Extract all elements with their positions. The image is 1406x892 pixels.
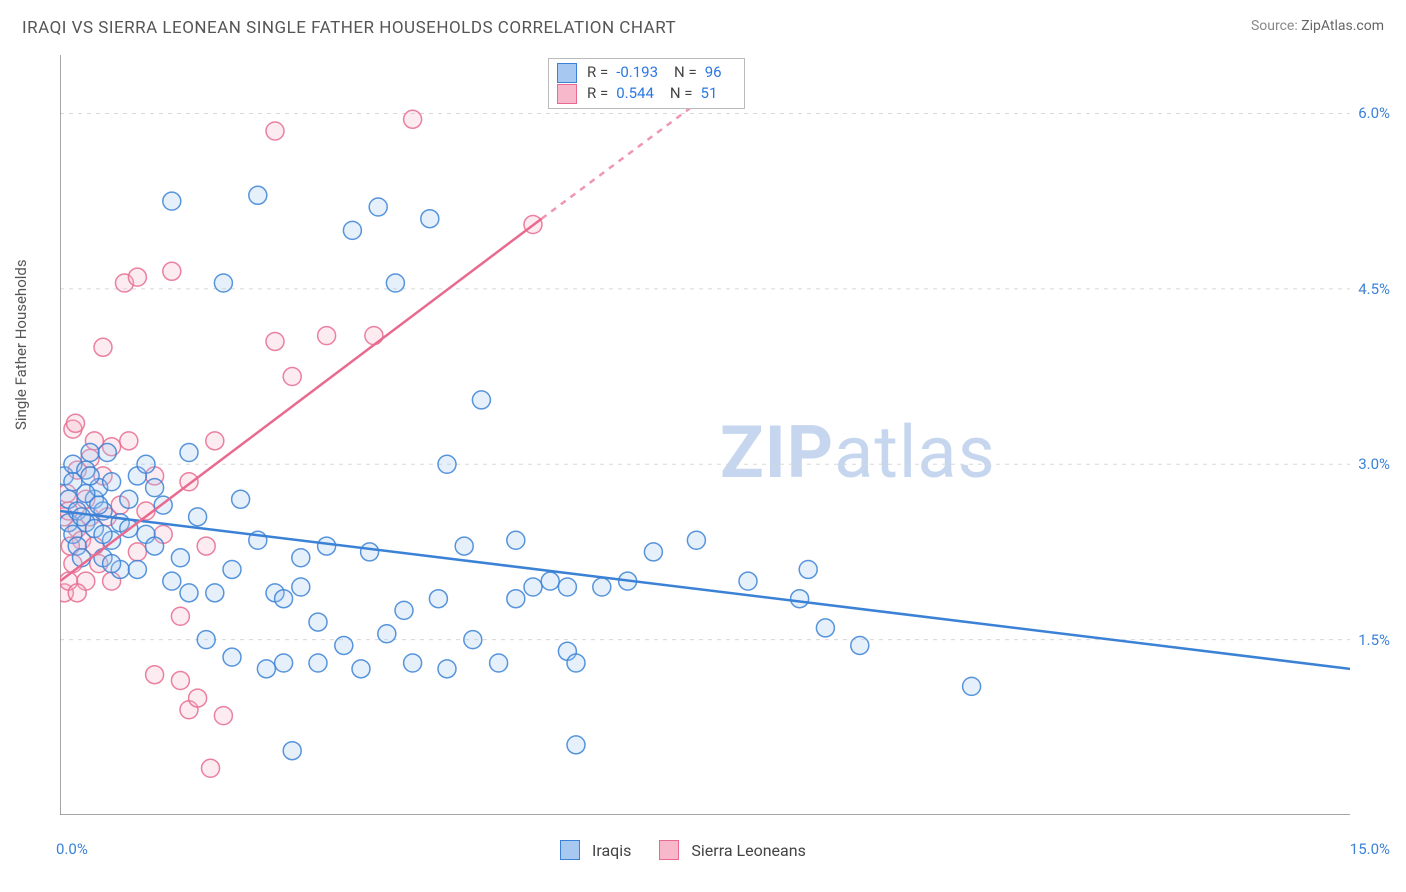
- correlation-stats-box: R = -0.193 N = 96 R = 0.544 N = 51: [548, 58, 745, 109]
- x-axis-max-label: 15.0%: [1350, 840, 1390, 858]
- scatter-plot: [60, 55, 1350, 815]
- source-label: Source:: [1251, 18, 1298, 34]
- y-tick-label: 6.0%: [1358, 104, 1390, 122]
- y-tick-label: 3.0%: [1358, 455, 1390, 473]
- stats-row-series-2: R = 0.544 N = 51: [557, 83, 732, 104]
- source-site: ZipAtlas.com: [1301, 18, 1384, 34]
- legend-item-sierra-leoneans: Sierra Leoneans: [659, 840, 805, 860]
- x-axis-min-label: 0.0%: [56, 840, 88, 858]
- source-attribution: Source: ZipAtlas.com: [1251, 18, 1384, 34]
- y-axis-label: Single Father Households: [12, 259, 30, 430]
- y-tick-label: 4.5%: [1358, 280, 1390, 298]
- legend-item-iraqis: Iraqis: [560, 840, 631, 860]
- stats-row-series-1: R = -0.193 N = 96: [557, 62, 732, 83]
- legend: Iraqis Sierra Leoneans: [560, 840, 806, 860]
- chart-title: IRAQI VS SIERRA LEONEAN SINGLE FATHER HO…: [22, 18, 676, 38]
- y-tick-label: 1.5%: [1358, 631, 1390, 649]
